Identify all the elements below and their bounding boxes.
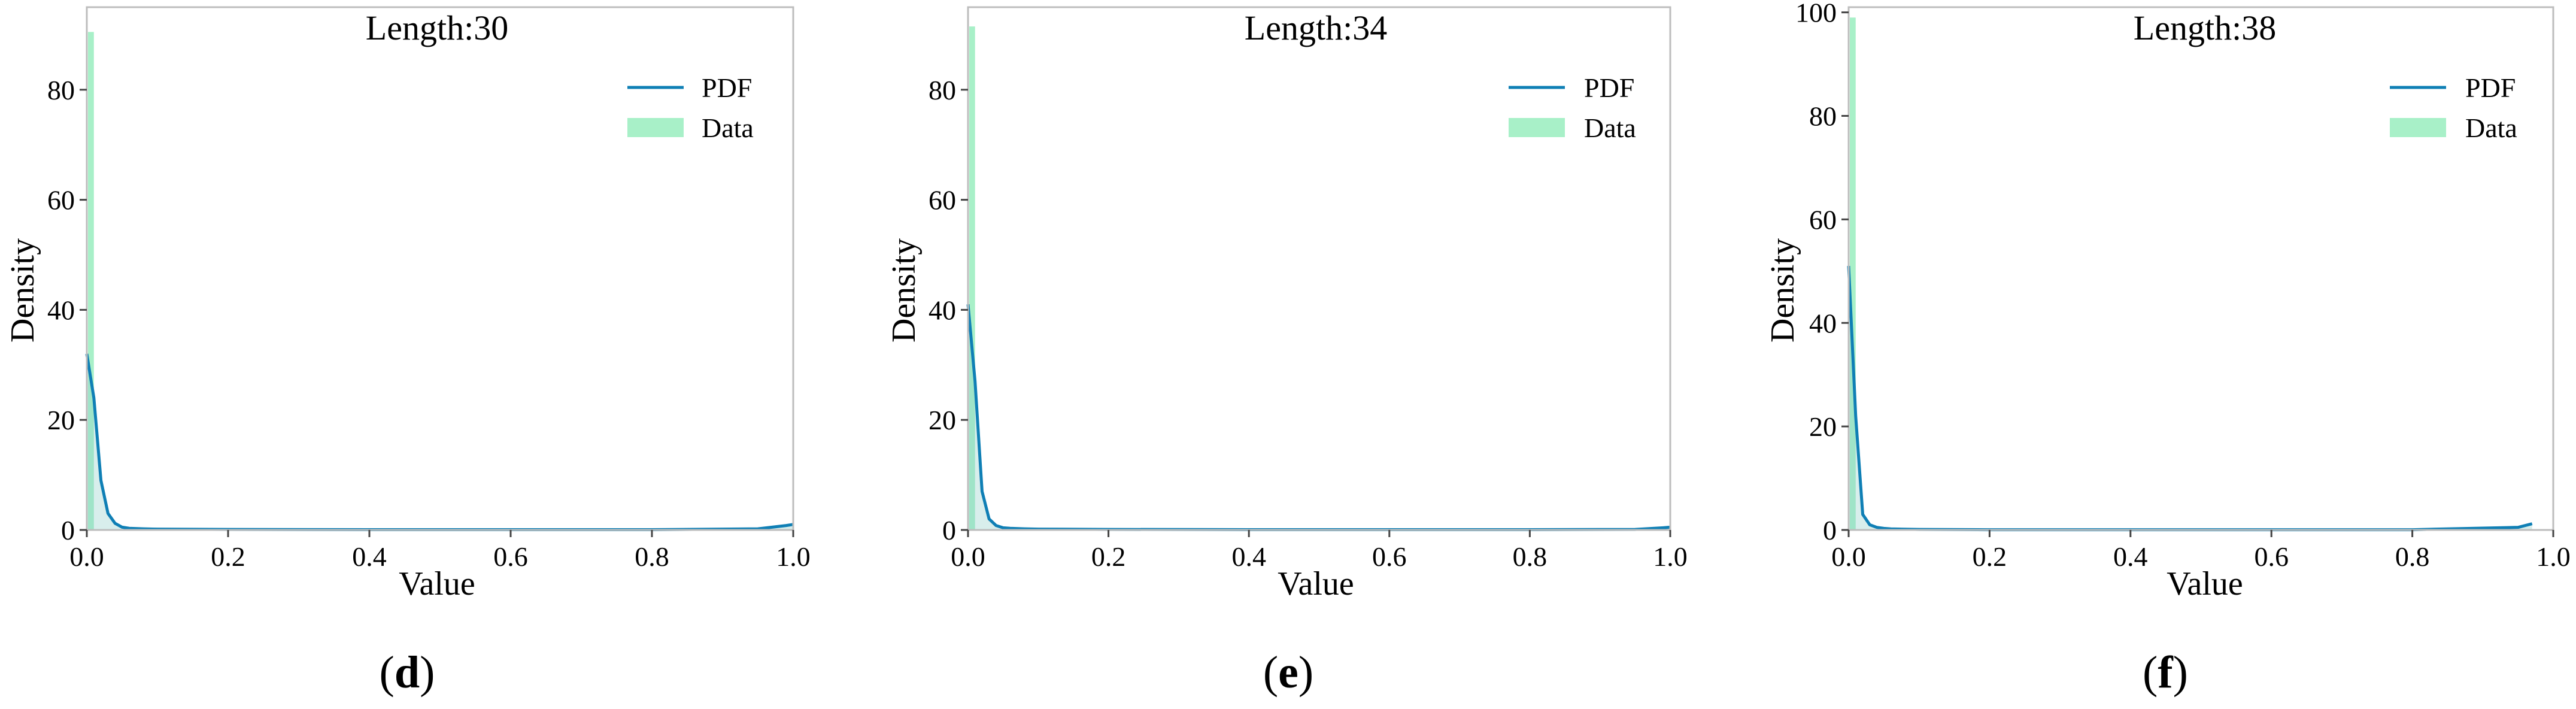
y-tick-label: 40 <box>929 295 956 325</box>
x-axis-label: Value <box>399 565 475 602</box>
legend: PDF Data <box>2390 72 2517 143</box>
chart-title: Length:38 <box>2134 8 2276 47</box>
x-tick-label: 0.0 <box>1831 541 1866 572</box>
y-tick-label: 40 <box>47 295 75 325</box>
x-tick-label: 0.2 <box>1973 541 2007 572</box>
y-tick-label: 80 <box>929 75 956 105</box>
y-tick-label: 0 <box>942 515 956 546</box>
legend-pdf-label: PDF <box>702 72 752 103</box>
legend-data-swatch <box>1509 118 1565 137</box>
y-tick-label: 40 <box>1809 308 1837 338</box>
plot-area: 0.0 0.2 0.4 0.6 0.8 1.0 0 20 40 60 80 <box>929 6 1688 572</box>
pdf-fill-area <box>968 304 1670 530</box>
y-tick-label: 60 <box>47 185 75 216</box>
plot-area: 0.0 0.2 0.4 0.6 0.8 1.0 0 20 40 60 80 <box>47 6 811 572</box>
pdf-fill-area <box>87 353 793 530</box>
x-tick-label: 0.4 <box>352 541 387 572</box>
plot-frame <box>86 6 794 531</box>
histogram-bar <box>88 32 94 530</box>
panel-letter: (f) <box>2143 647 2188 698</box>
pdf-line <box>966 304 1671 532</box>
plot-area: 0.0 0.2 0.4 0.6 0.8 1.0 0 20 40 60 80 100 <box>1795 0 2571 572</box>
y-axis-label: Density <box>885 238 923 343</box>
histogram-bar <box>969 26 975 531</box>
legend-data-swatch <box>2390 118 2446 137</box>
legend-pdf-label: PDF <box>1584 72 1634 103</box>
x-tick-label: 1.0 <box>2536 541 2571 572</box>
panel-letter: (e) <box>1263 647 1313 698</box>
x-tick-label: 1.0 <box>1653 541 1688 572</box>
x-tick-label: 0.6 <box>1372 541 1407 572</box>
x-tick-label: 0.6 <box>493 541 528 572</box>
panel-e: Length:34 0.0 0.2 0.4 0.6 0.8 1.0 0 20 40 60 80 Va… <box>885 6 1688 698</box>
legend: PDF Data <box>1509 72 1636 143</box>
y-tick-label: 20 <box>1809 411 1837 442</box>
x-tick-label: 0.8 <box>1513 541 1548 572</box>
legend-data-label: Data <box>1584 113 1636 143</box>
legend-pdf-label: PDF <box>2465 72 2516 103</box>
x-axis-label: Value <box>1278 565 1354 602</box>
legend-data-label: Data <box>702 113 754 143</box>
legend-data-swatch <box>627 118 684 137</box>
y-tick-label: 80 <box>47 75 75 105</box>
panel-letter: (d) <box>380 647 435 698</box>
x-axis-label: Value <box>2167 565 2243 602</box>
x-tick-label: 0.2 <box>211 541 245 572</box>
x-tick-label: 0.6 <box>2254 541 2289 572</box>
y-tick-label: 60 <box>1809 204 1837 235</box>
x-tick-label: 0.2 <box>1091 541 1126 572</box>
histogram-bar <box>1850 17 1856 531</box>
y-axis-label: Density <box>4 238 41 343</box>
y-tick-label: 20 <box>47 405 75 435</box>
y-tick-label: 60 <box>929 185 956 216</box>
pdf-line <box>1847 266 2533 532</box>
y-tick-label: 0 <box>1823 515 1837 546</box>
legend-data-label: Data <box>2465 113 2517 143</box>
y-tick-label: 80 <box>1809 101 1837 132</box>
x-tick-label: 0.4 <box>1231 541 1266 572</box>
pdf-fill-area <box>1849 266 2532 530</box>
x-tick-label: 0.0 <box>951 541 985 572</box>
legend: PDF Data <box>627 72 754 143</box>
x-tick-label: 0.8 <box>2395 541 2430 572</box>
x-tick-label: 0.8 <box>635 541 669 572</box>
plot-frame <box>1847 6 2554 531</box>
chart-title: Length:34 <box>1245 8 1387 47</box>
panel-d: Length:30 0.0 0.2 0.4 0.6 0.8 1.0 0 20 40 60 80 Va… <box>4 6 811 698</box>
y-axis-label: Density <box>1764 238 1801 343</box>
x-tick-label: 1.0 <box>776 541 811 572</box>
x-tick-label: 0.0 <box>69 541 104 572</box>
y-tick-label: 0 <box>61 515 75 546</box>
panel-f: Length:38 0.0 0.2 0.4 0.6 0.8 1.0 0 20 40 60 80 100… <box>1764 0 2571 698</box>
y-tick-label: 100 <box>1795 0 1837 28</box>
y-tick-label: 20 <box>929 405 956 435</box>
pdf-line <box>85 353 794 532</box>
plot-frame <box>967 6 1671 531</box>
x-tick-label: 0.4 <box>2113 541 2148 572</box>
chart-title: Length:30 <box>366 8 508 47</box>
